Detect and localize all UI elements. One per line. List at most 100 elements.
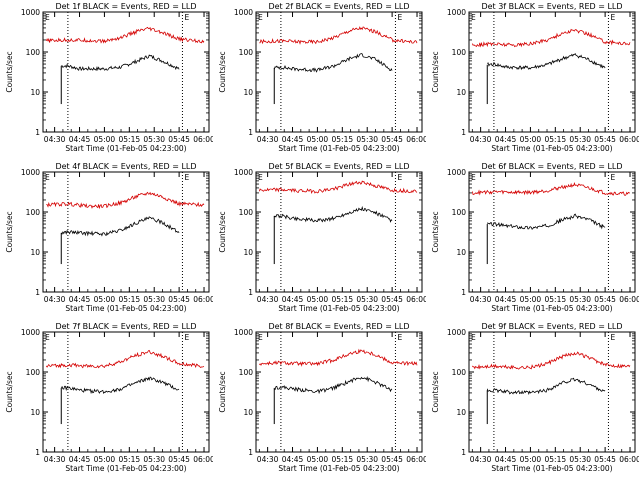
y-tick-label: 1000 bbox=[234, 168, 253, 177]
y-tick-label: 1000 bbox=[234, 328, 253, 337]
events-series-line bbox=[60, 216, 180, 237]
y-axis-label: Counts/sec bbox=[5, 51, 14, 92]
x-tick-label: 04:45 bbox=[495, 295, 517, 304]
y-tick-label: 10 bbox=[30, 248, 40, 257]
x-tick-label: 04:30 bbox=[44, 135, 66, 144]
x-axis-label: Start Time (01-Feb-05 04:23:00) bbox=[491, 464, 612, 473]
x-tick-label: 05:15 bbox=[332, 135, 354, 144]
x-tick-label: 05:15 bbox=[545, 455, 567, 464]
x-axis-label: Start Time (01-Feb-05 04:23:00) bbox=[65, 464, 186, 473]
detector-panel: Det 7f BLACK = Events, RED = LLD 1 10 100 10… bbox=[0, 320, 213, 480]
lld-series-line bbox=[259, 26, 418, 45]
x-tick-label: 05:45 bbox=[381, 295, 403, 304]
chart-svg: Det 2f BLACK = Events, RED = LLD 1 10 100 10… bbox=[218, 2, 426, 153]
y-tick-label: 1000 bbox=[234, 8, 253, 17]
y-tick-label: 100 bbox=[26, 208, 41, 217]
y-tick-label: 100 bbox=[26, 48, 41, 57]
y-tick-label: 1 bbox=[461, 288, 466, 297]
chart-title: Det 7f BLACK = Events, RED = LLD bbox=[55, 322, 196, 331]
y-tick-label: 1000 bbox=[447, 328, 466, 337]
y-tick-label: 1 bbox=[248, 448, 253, 457]
x-tick-label: 04:30 bbox=[257, 135, 279, 144]
x-tick-label: 05:45 bbox=[594, 135, 616, 144]
x-tick-label: 04:30 bbox=[470, 455, 492, 464]
event-marker-label: E bbox=[471, 13, 476, 22]
lld-series-line bbox=[45, 26, 205, 44]
event-marker-label: E bbox=[258, 13, 263, 22]
x-tick-label: 06:00 bbox=[193, 295, 213, 304]
event-marker-label: E bbox=[610, 173, 615, 182]
x-tick-label: 05:15 bbox=[119, 455, 141, 464]
y-tick-label: 100 bbox=[452, 368, 467, 377]
y-tick-label: 10 bbox=[243, 408, 253, 417]
y-tick-label: 1000 bbox=[21, 168, 40, 177]
y-tick-label: 100 bbox=[26, 368, 41, 377]
x-axis-label: Start Time (01-Feb-05 04:23:00) bbox=[491, 304, 612, 313]
detector-panel: Det 4f BLACK = Events, RED = LLD 1 10 100 10… bbox=[0, 160, 213, 320]
event-marker-label: E bbox=[397, 333, 402, 342]
lld-series-line bbox=[258, 180, 418, 194]
plot-frame bbox=[468, 171, 636, 293]
y-tick-label: 1 bbox=[461, 128, 466, 137]
plot-frame bbox=[255, 11, 423, 133]
x-tick-label: 05:00 bbox=[520, 455, 542, 464]
events-series-line bbox=[274, 205, 393, 223]
x-tick-label: 05:00 bbox=[307, 455, 329, 464]
event-marker-label: E bbox=[45, 173, 50, 182]
x-tick-label: 05:30 bbox=[143, 135, 165, 144]
y-axis-label: Counts/sec bbox=[218, 211, 227, 252]
x-tick-label: 06:00 bbox=[406, 135, 426, 144]
x-tick-label: 06:00 bbox=[193, 455, 213, 464]
y-tick-label: 100 bbox=[239, 368, 254, 377]
events-series-line bbox=[61, 376, 180, 395]
y-tick-label: 1000 bbox=[447, 8, 466, 17]
lld-series-line bbox=[471, 181, 631, 197]
chart-title: Det 1f BLACK = Events, RED = LLD bbox=[55, 2, 196, 11]
y-tick-label: 10 bbox=[30, 88, 40, 97]
y-tick-label: 1000 bbox=[21, 8, 40, 17]
plot-frame bbox=[255, 171, 423, 293]
x-axis-label: Start Time (01-Feb-05 04:23:00) bbox=[278, 144, 399, 153]
y-axis-label: Counts/sec bbox=[431, 371, 440, 412]
x-tick-label: 04:30 bbox=[257, 295, 279, 304]
y-tick-label: 10 bbox=[243, 88, 253, 97]
plot-frame bbox=[42, 171, 210, 293]
event-marker-label: E bbox=[610, 333, 615, 342]
event-marker-label: E bbox=[258, 333, 263, 342]
x-tick-label: 05:15 bbox=[545, 135, 567, 144]
detector-panel: Det 8f BLACK = Events, RED = LLD 1 10 100 10… bbox=[213, 320, 426, 480]
y-tick-label: 1000 bbox=[447, 168, 466, 177]
event-marker-label: E bbox=[471, 173, 476, 182]
events-series-line bbox=[487, 213, 606, 230]
y-tick-label: 1 bbox=[248, 128, 253, 137]
x-axis-label: Start Time (01-Feb-05 04:23:00) bbox=[278, 464, 399, 473]
x-tick-label: 04:30 bbox=[470, 295, 492, 304]
x-tick-label: 05:45 bbox=[381, 455, 403, 464]
x-axis-label: Start Time (01-Feb-05 04:23:00) bbox=[65, 304, 186, 313]
y-tick-label: 10 bbox=[456, 248, 466, 257]
y-tick-label: 10 bbox=[243, 248, 253, 257]
y-axis-label: Counts/sec bbox=[431, 211, 440, 252]
x-tick-label: 05:30 bbox=[356, 455, 378, 464]
x-tick-label: 05:30 bbox=[569, 135, 591, 144]
x-tick-label: 04:45 bbox=[495, 455, 517, 464]
x-tick-label: 05:15 bbox=[332, 455, 354, 464]
detector-panel: Det 9f BLACK = Events, RED = LLD 1 10 100 10… bbox=[426, 320, 639, 480]
plot-frame bbox=[468, 331, 636, 453]
detector-panel: Det 1f BLACK = Events, RED = LLD 1 10 100 10… bbox=[0, 0, 213, 160]
y-tick-label: 100 bbox=[452, 48, 467, 57]
x-tick-label: 05:15 bbox=[545, 295, 567, 304]
y-tick-label: 1 bbox=[35, 128, 40, 137]
x-tick-label: 05:30 bbox=[569, 455, 591, 464]
y-tick-label: 1 bbox=[35, 448, 40, 457]
x-tick-label: 04:30 bbox=[257, 455, 279, 464]
x-tick-label: 04:30 bbox=[44, 455, 66, 464]
y-axis-label: Counts/sec bbox=[218, 371, 227, 412]
event-marker-label: E bbox=[184, 333, 189, 342]
x-tick-label: 04:45 bbox=[69, 455, 91, 464]
lld-series-line bbox=[471, 28, 631, 48]
x-tick-label: 04:45 bbox=[282, 135, 304, 144]
detector-panel: Det 3f BLACK = Events, RED = LLD 1 10 100 10… bbox=[426, 0, 639, 160]
lld-series-line bbox=[259, 348, 418, 367]
y-tick-label: 10 bbox=[456, 408, 466, 417]
